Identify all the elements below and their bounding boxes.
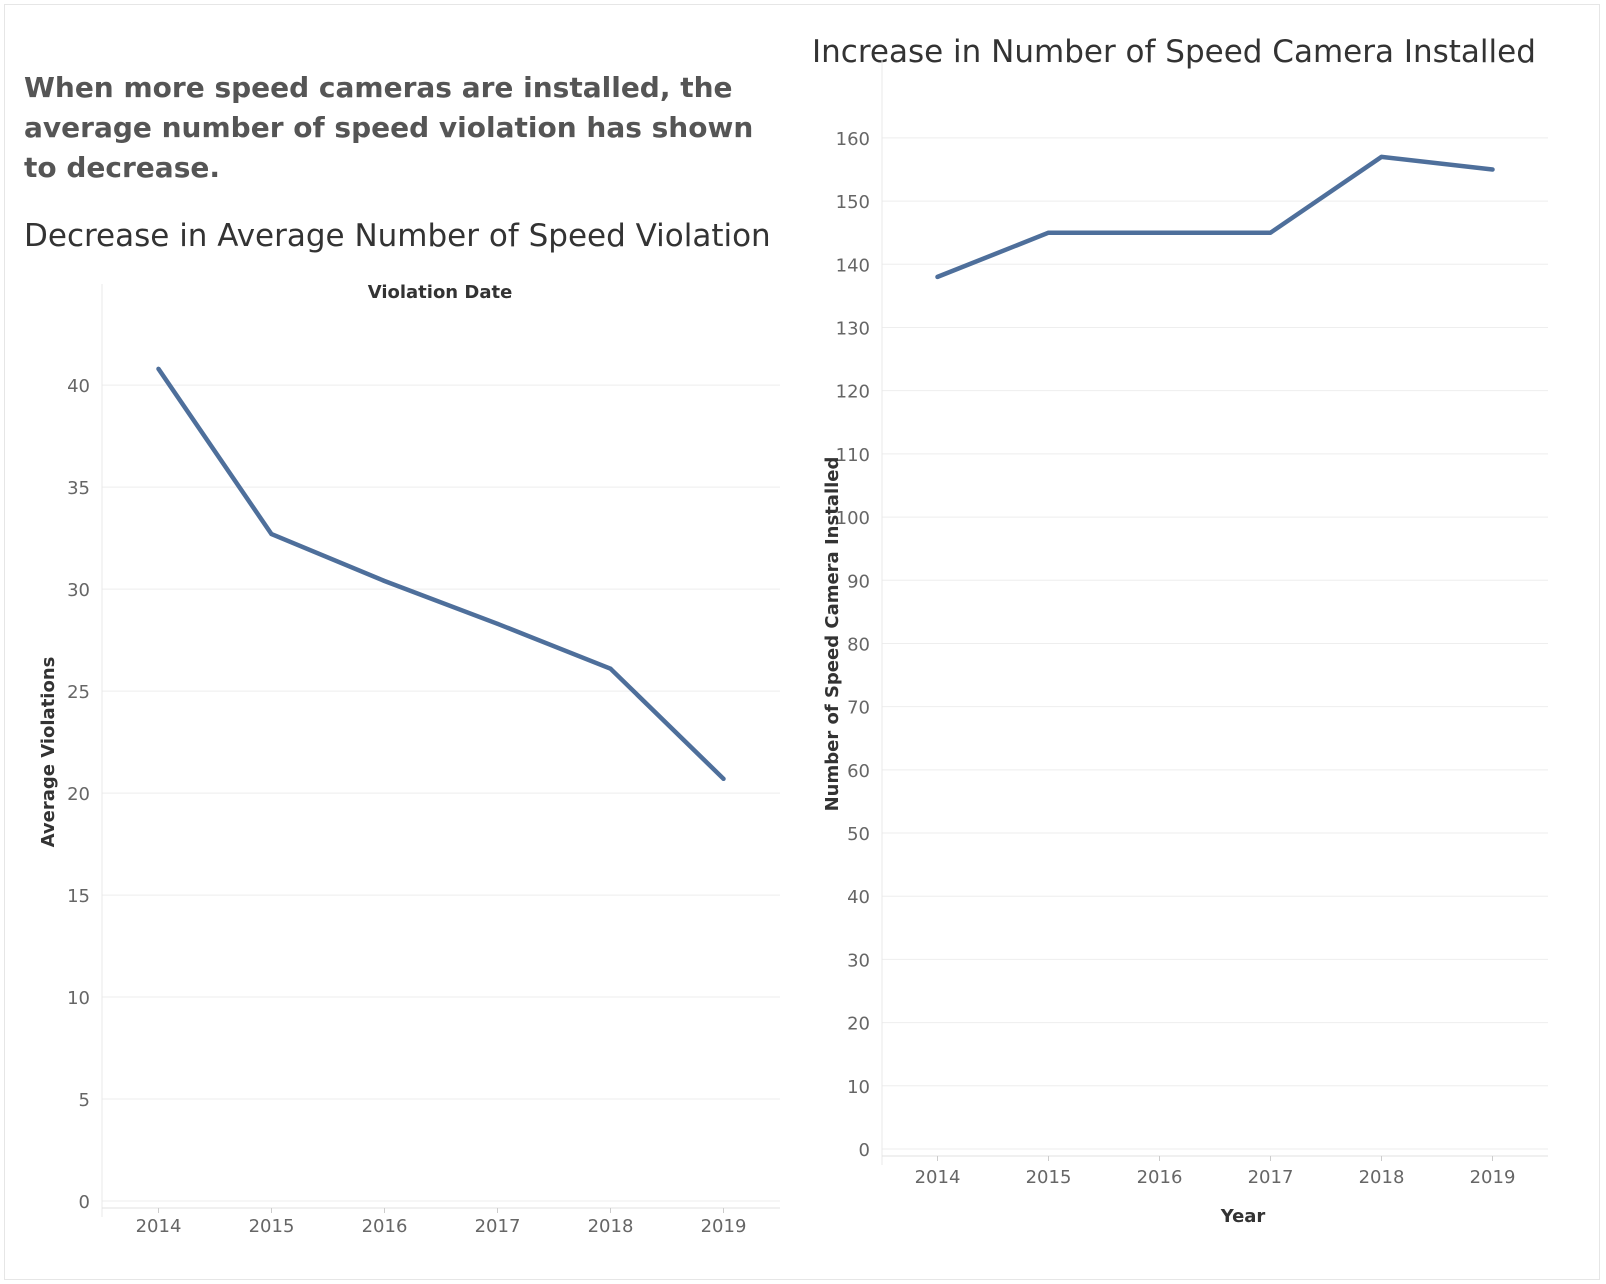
left-y-tick-label: 0 [79, 1192, 90, 1213]
right-data-point [1157, 230, 1162, 235]
left-x-axis-title: Violation Date [368, 282, 513, 303]
right-y-tick-label: 80 [847, 634, 870, 655]
right-y-tick-label: 160 [836, 129, 870, 150]
left-x-tick-label: 2018 [588, 1216, 634, 1237]
left-data-point [721, 776, 726, 781]
left-data-point [269, 532, 274, 537]
right-series-line [935, 154, 1495, 280]
right-chart-title: Increase in Number of Speed Camera Insta… [812, 34, 1536, 70]
right-y-tick-label: 150 [836, 192, 870, 213]
left-x-tick-label: 2014 [136, 1216, 182, 1237]
right-x-tick-label: 2017 [1248, 1167, 1294, 1188]
left-y-tick-label: 5 [79, 1090, 90, 1111]
right-y-tick-label: 20 [847, 1014, 870, 1035]
right-y-tick-label: 50 [847, 824, 870, 845]
left-data-point [608, 666, 613, 671]
left-data-point [382, 578, 387, 583]
left-y-tick-label: 15 [67, 886, 90, 907]
headline-text: When more speed cameras are installed, t… [24, 71, 754, 184]
right-x-tick-label: 2015 [1026, 1167, 1072, 1188]
left-data-point [495, 621, 500, 626]
right-x-tick-label: 2014 [915, 1167, 961, 1188]
right-data-point [1268, 230, 1273, 235]
right-x-tick-label: 2016 [1137, 1167, 1183, 1188]
left-series-line [156, 366, 726, 782]
right-x-tick-label: 2019 [1470, 1167, 1516, 1188]
right-y-tick-label: 30 [847, 950, 870, 971]
left-y-tick-label: 30 [67, 580, 90, 601]
dashboard-frame [4, 4, 1600, 1280]
right-data-point [1046, 230, 1051, 235]
left-y-tick-label: 20 [67, 784, 90, 805]
left-chart-title: Decrease in Average Number of Speed Viol… [24, 218, 771, 254]
right-y-tick-label: 0 [859, 1140, 870, 1161]
right-y-tick-label: 10 [847, 1077, 870, 1098]
right-data-point [1379, 154, 1384, 159]
left-y-axis-title: Average Violations [38, 657, 59, 848]
left-x-tick-label: 2016 [362, 1216, 408, 1237]
right-y-tick-label: 100 [836, 508, 870, 529]
left-data-point [156, 366, 161, 371]
left-x-tick-label: 2015 [249, 1216, 295, 1237]
left-x-tick-label: 2017 [475, 1216, 521, 1237]
right-y-tick-label: 70 [847, 698, 870, 719]
right-y-tick-label: 110 [836, 445, 870, 466]
left-x-tick-label: 2019 [701, 1216, 747, 1237]
left-y-tick-label: 40 [67, 376, 90, 397]
left-y-tick-label: 35 [67, 478, 90, 499]
right-y-tick-label: 120 [836, 382, 870, 403]
right-y-tick-label: 140 [836, 255, 870, 276]
right-x-axis-title: Year [1220, 1206, 1266, 1227]
right-data-point [935, 274, 940, 279]
right-data-point [1490, 167, 1495, 172]
left-y-tick-label: 10 [67, 988, 90, 1009]
right-y-axis-title: Number of Speed Camera Installed [822, 457, 843, 812]
right-y-tick-label: 40 [847, 887, 870, 908]
right-y-tick-label: 130 [836, 318, 870, 339]
left-y-tick-label: 25 [67, 682, 90, 703]
right-x-tick-label: 2018 [1359, 1167, 1405, 1188]
right-y-tick-label: 60 [847, 761, 870, 782]
right-y-tick-label: 90 [847, 571, 870, 592]
